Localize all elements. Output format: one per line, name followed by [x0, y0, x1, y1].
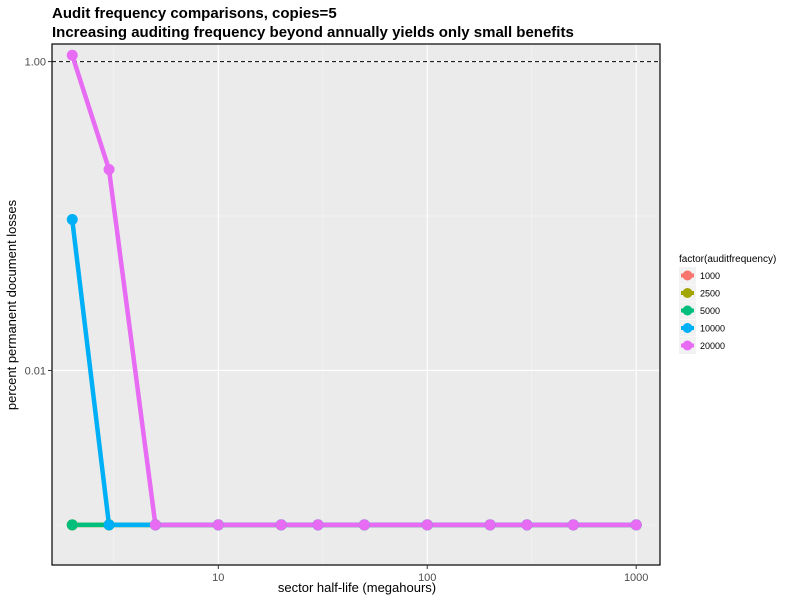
- legend-key-point: [682, 305, 693, 316]
- data-point-20000: [103, 164, 115, 176]
- y-tick-label: 1.00: [25, 57, 46, 69]
- legend-key-point: [682, 323, 693, 333]
- data-point-10000: [66, 213, 78, 225]
- data-point-10000: [103, 519, 115, 531]
- legend-key-point: [682, 270, 693, 281]
- legend-label: 20000: [700, 341, 725, 351]
- data-point-20000: [358, 519, 370, 531]
- data-point-20000: [66, 49, 78, 61]
- legend-key-point: [682, 340, 693, 351]
- x-tick-label: 1000: [624, 572, 648, 584]
- data-point-20000: [421, 519, 433, 531]
- legend-title: factor(auditfrequency): [679, 254, 776, 265]
- panel-border: [51, 43, 661, 566]
- data-point-20000: [149, 519, 161, 531]
- x-tick-label: 10: [212, 572, 224, 584]
- panel-background: [52, 44, 660, 565]
- chart-title: Audit frequency comparisons, copies=5: [52, 5, 337, 22]
- legend-label: 1000: [700, 271, 720, 281]
- data-point-20000: [630, 519, 642, 531]
- data-point-5000: [66, 519, 78, 531]
- legend-label: 5000: [700, 306, 720, 316]
- data-point-20000: [567, 519, 579, 531]
- data-point-20000: [275, 519, 287, 531]
- legend-key-point: [682, 288, 693, 298]
- y-axis-title: percent permanent document losses: [4, 199, 19, 410]
- x-axis-title: sector half-life (megahours): [278, 580, 436, 595]
- legend-label: 10000: [700, 324, 725, 334]
- data-point-20000: [484, 519, 496, 531]
- plot-panel: 10 100 1000 1.00 0.01: [25, 43, 661, 584]
- data-point-20000: [312, 519, 324, 531]
- y-tick-label: 0.01: [25, 365, 46, 377]
- x-tick-label: 100: [418, 572, 436, 584]
- legend: factor(auditfrequency) 1000 2500 5000 10000…: [679, 254, 776, 354]
- data-point-20000: [521, 519, 533, 531]
- data-point-20000: [212, 519, 224, 531]
- chart-subtitle: Increasing auditing frequency beyond ann…: [52, 24, 574, 41]
- legend-label: 2500: [700, 289, 720, 299]
- series-line-20000: [69, 52, 639, 528]
